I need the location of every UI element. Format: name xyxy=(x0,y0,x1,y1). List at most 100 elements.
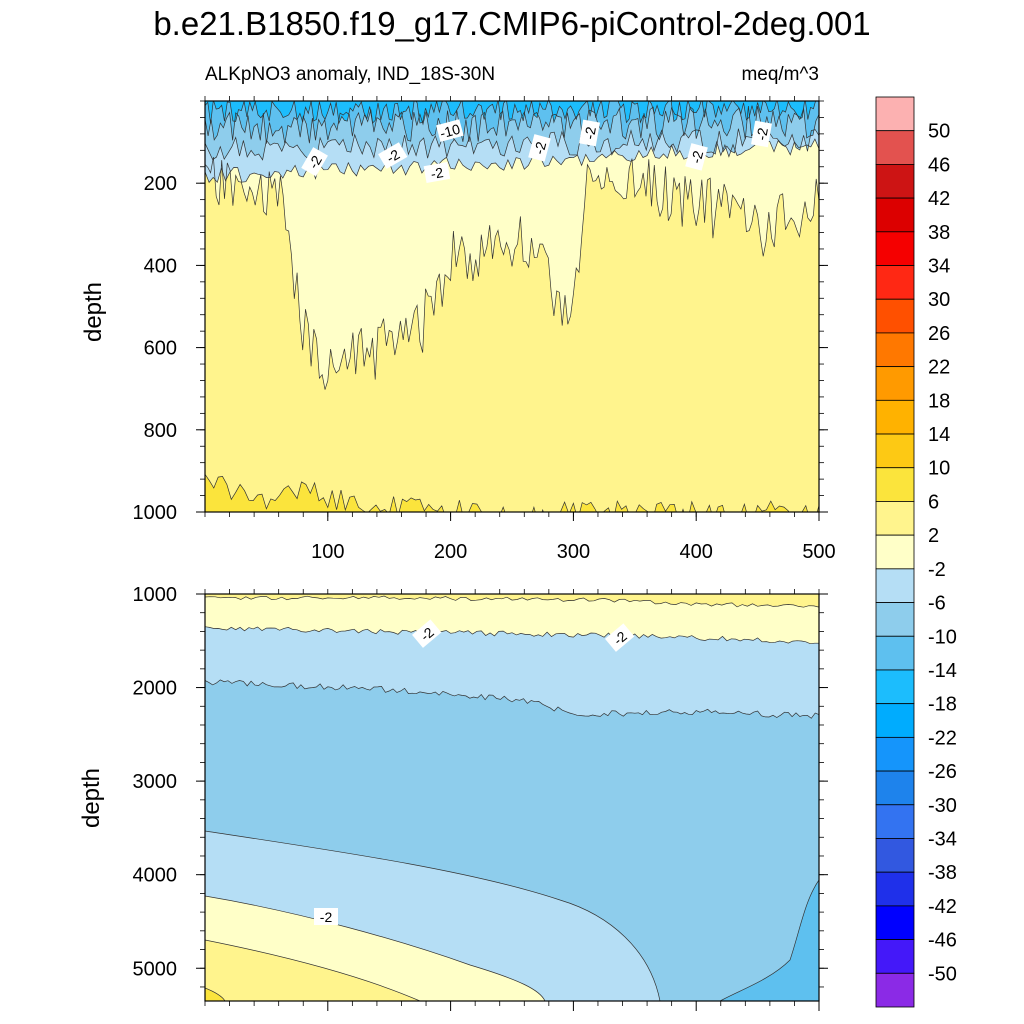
lower-contour-fill xyxy=(205,594,819,1001)
upper-panel: ALKpNO3 anomaly, IND_18S-30N meq/m^3 -2-… xyxy=(80,64,836,563)
upper-y-tick-label: 800 xyxy=(144,420,177,442)
upper-y-tick-label: 200 xyxy=(144,173,177,195)
colorbar-swatch xyxy=(875,669,915,705)
colorbar-swatch xyxy=(875,366,915,401)
lower-panel: -2 -2 -2 1000 2000 3000 4000 5000 depth xyxy=(78,584,828,1011)
lower-y-axis-label: depth xyxy=(78,768,105,828)
lower-contour-line-c xyxy=(205,679,819,719)
lower-contour-label: -2 xyxy=(605,623,635,652)
lower-band-deep-blue-mid xyxy=(719,879,819,1001)
lower-contour-label: -2 xyxy=(314,908,338,925)
colorbar-swatch xyxy=(875,972,915,1008)
upper-contour-labels: -2 -2 -2 -2 -2 -2 -2 -10 xyxy=(301,119,772,183)
colorbar-label: -2 xyxy=(928,559,946,581)
upper-contour-label: -2 xyxy=(423,162,451,183)
upper-y-tick-label: 400 xyxy=(144,255,177,277)
colorbar-swatch xyxy=(875,602,915,637)
colorbar-swatch xyxy=(875,467,915,502)
upper-y-axis-label: depth xyxy=(80,282,107,342)
lower-y-tick-label: 4000 xyxy=(133,865,178,887)
colorbar-swatch xyxy=(875,703,915,738)
lower-y-tick-label: 1000 xyxy=(133,584,178,606)
upper-x-tick-label: 400 xyxy=(680,541,713,563)
upper-band-blue-mid xyxy=(205,101,819,144)
svg-text:-2: -2 xyxy=(581,125,599,140)
colorbar-label: -38 xyxy=(928,862,957,884)
lower-y-tick-label: 5000 xyxy=(133,958,178,980)
colorbar-label: -30 xyxy=(928,795,957,817)
colorbar-label: -6 xyxy=(928,593,946,615)
colorbar-swatch xyxy=(875,130,915,165)
upper-band-blue-light xyxy=(205,101,819,161)
colorbar-swatch xyxy=(875,838,915,873)
svg-text:-2: -2 xyxy=(688,149,707,165)
colorbar-swatch xyxy=(875,265,915,300)
colorbar-label: 10 xyxy=(928,458,950,480)
colorbar-swatch xyxy=(875,197,915,233)
colorbar-label: 6 xyxy=(928,491,939,513)
colorbar-swatch xyxy=(875,770,915,806)
colorbar-label: 18 xyxy=(928,390,950,412)
colorbar-label: 38 xyxy=(928,222,950,244)
figure-title: b.e21.B1850.f19_g17.CMIP6-piControl-2deg… xyxy=(153,5,870,42)
upper-right-label: meq/m^3 xyxy=(741,64,819,85)
colorbar-label: 46 xyxy=(928,154,950,176)
lower-y-tick-label: 2000 xyxy=(133,678,178,700)
colorbar-swatch xyxy=(875,399,915,435)
colorbar-swatch xyxy=(875,298,915,334)
colorbar-label: 50 xyxy=(928,121,950,143)
upper-band-yellow-light xyxy=(205,101,819,390)
upper-x-tick-label: 500 xyxy=(802,541,835,563)
colorbar-label: 14 xyxy=(928,424,950,446)
lower-band-deep-yellow-deep xyxy=(205,987,226,1001)
upper-contour-label: -2 xyxy=(685,143,708,171)
upper-band-yellow-deep xyxy=(205,474,819,512)
upper-contour-fill xyxy=(205,101,819,512)
colorbar-label: -14 xyxy=(928,660,957,682)
colorbar-swatch xyxy=(875,433,915,469)
colorbar-swatch xyxy=(875,164,915,199)
upper-contour-label: -2 xyxy=(579,119,600,147)
svg-text:-2: -2 xyxy=(320,909,333,925)
svg-text:-2: -2 xyxy=(531,140,550,156)
upper-contour-line-a xyxy=(205,101,816,125)
upper-x-tick-label: 300 xyxy=(557,541,590,563)
colorbar-swatch xyxy=(875,736,915,772)
colorbar: 50 46 42 38 34 30 26 22 18 14 10 6 2 -2 -6 -10 -14 -18 -22… xyxy=(875,96,957,1008)
upper-contour-label: -2 xyxy=(301,147,328,177)
lower-plot-frame xyxy=(204,593,820,1002)
colorbar-swatch xyxy=(875,96,915,132)
colorbar-label: 30 xyxy=(928,289,950,311)
colorbar-label: 2 xyxy=(928,525,939,547)
svg-text:-2: -2 xyxy=(753,126,771,141)
lower-contour-labels: -2 -2 -2 xyxy=(314,619,635,925)
colorbar-swatch xyxy=(875,939,915,974)
colorbar-label: 34 xyxy=(928,256,950,278)
colorbar-label: 22 xyxy=(928,357,950,379)
lower-y-tick-label: 3000 xyxy=(133,771,178,793)
colorbar-swatch xyxy=(875,568,915,603)
upper-contour-label: -2 xyxy=(751,120,772,148)
lower-contour-line-a xyxy=(205,595,819,608)
upper-contour-label: -2 xyxy=(528,134,551,162)
lower-band-deep-yellow-main xyxy=(205,939,421,1001)
colorbar-swatch xyxy=(875,905,915,940)
svg-text:-2: -2 xyxy=(429,164,444,182)
colorbar-label: -22 xyxy=(928,727,957,749)
upper-x-tick-label: 200 xyxy=(434,541,467,563)
upper-contour-line-e xyxy=(205,156,819,390)
colorbar-swatch xyxy=(875,231,915,266)
upper-contour-line-b xyxy=(205,105,819,144)
upper-x-tick-label: 100 xyxy=(311,541,344,563)
svg-text:-10: -10 xyxy=(438,121,462,142)
lower-band-yellow-main xyxy=(205,594,819,608)
colorbar-label: -18 xyxy=(928,694,957,716)
colorbar-label: -34 xyxy=(928,828,957,850)
colorbar-swatch xyxy=(875,635,915,671)
colorbar-swatch xyxy=(875,501,915,536)
upper-plot-frame xyxy=(204,100,820,513)
colorbar-label: -10 xyxy=(928,626,957,648)
lower-axis-ticks: 1000 2000 3000 4000 5000 xyxy=(133,584,828,1011)
colorbar-swatch xyxy=(875,871,915,907)
